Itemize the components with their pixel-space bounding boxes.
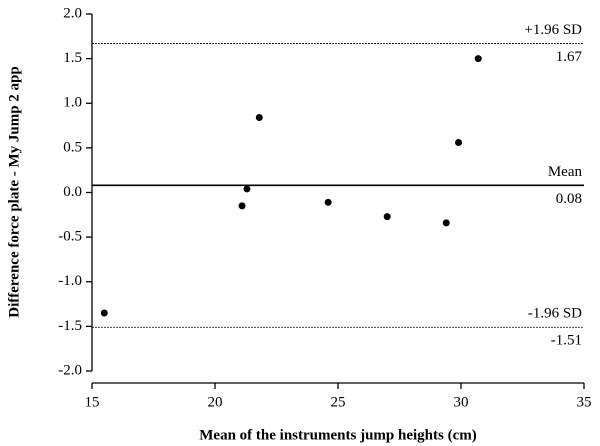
y-tick-label: -1.0 xyxy=(58,273,82,289)
y-tick-label: 1.0 xyxy=(63,95,82,111)
y-tick-label: 0.5 xyxy=(63,139,82,155)
data-point xyxy=(474,55,482,63)
data-point xyxy=(238,202,246,210)
reference-label: Mean xyxy=(548,164,583,180)
y-tick-label: -0.5 xyxy=(58,229,82,245)
y-axis-title: Difference force plate - My Jump 2 app xyxy=(6,66,22,317)
y-tick-label: -2.0 xyxy=(58,362,82,378)
y-tick-label: 1.5 xyxy=(63,50,82,66)
data-point xyxy=(455,139,463,147)
y-tick-label: -1.5 xyxy=(58,318,82,334)
reference-value: 0.08 xyxy=(556,191,582,207)
x-tick-label: 20 xyxy=(208,394,223,410)
reference-value: 1.67 xyxy=(556,49,583,65)
x-tick-label: 15 xyxy=(85,394,100,410)
y-tick-label: 0.0 xyxy=(63,184,82,200)
data-point xyxy=(324,198,332,206)
x-tick-label: 30 xyxy=(454,394,469,410)
y-tick-label: 2.0 xyxy=(63,5,82,21)
x-axis-title: Mean of the instruments jump heights (cm… xyxy=(199,427,476,443)
data-point xyxy=(442,219,450,227)
data-point xyxy=(255,114,263,122)
reference-value: -1.51 xyxy=(551,333,582,349)
reference-label: -1.96 SD xyxy=(528,306,582,322)
x-tick-label: 25 xyxy=(331,394,346,410)
data-point xyxy=(243,185,251,193)
data-point xyxy=(100,309,108,317)
reference-label: +1.96 SD xyxy=(524,22,582,38)
x-tick-label: 35 xyxy=(577,394,592,410)
data-point xyxy=(383,213,391,221)
